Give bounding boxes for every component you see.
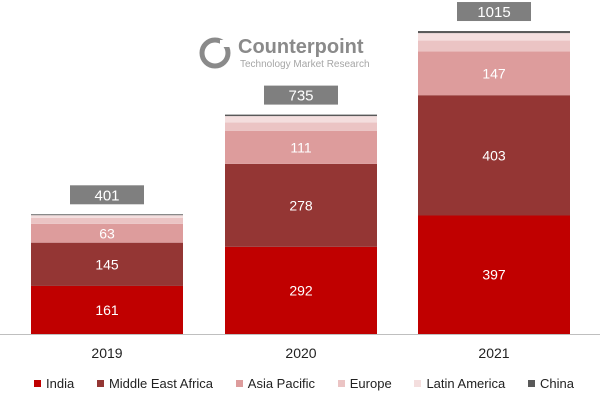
legend-swatch-middle-east-africa: [96, 380, 104, 387]
x-tick-label-2019: 2019: [91, 345, 122, 361]
bar-segment-india-2021: [418, 215, 570, 334]
brand-tagline: Technology Market Research: [240, 59, 370, 70]
legend-item-india: India: [34, 376, 74, 391]
bar-segment-asia-pacific-2021: [418, 51, 570, 96]
bar-segment-middle-east-africa-2019: [31, 242, 183, 286]
total-label-box-2019: [70, 185, 144, 205]
legend-label: Asia Pacific: [247, 376, 315, 391]
chart-legend: India Middle East Africa Asia Pacific Eu…: [34, 376, 574, 391]
bar-segment-middle-east-africa-2020: [225, 163, 377, 247]
legend-swatch-india: [34, 380, 41, 387]
legend-swatch-latin-america: [414, 380, 422, 387]
bar-segment-asia-pacific-2020: [225, 130, 377, 164]
data-label-middle-east-africa-2019: 145: [95, 256, 119, 272]
total-label-box-2020: [264, 85, 338, 105]
total-label-2021: 1015: [477, 4, 510, 21]
x-tick-label-2020: 2020: [285, 345, 316, 361]
bar-segment-india-2019: [31, 285, 183, 334]
brand-name: Counterpoint: [238, 36, 364, 58]
counterpoint-logo-icon: [199, 37, 231, 69]
bar-segment-india-2020: [225, 246, 377, 334]
x-tick-label-2021: 2021: [478, 345, 509, 361]
bar-segment-latin-america-2019: [31, 215, 183, 218]
data-label-middle-east-africa-2020: 278: [289, 197, 313, 213]
bar-segment-europe-2020: [225, 122, 377, 131]
data-label-asia-pacific-2019: 63: [99, 225, 115, 241]
legend-item-china: China: [527, 376, 574, 391]
legend-label: Latin America: [426, 376, 506, 391]
total-label-2019: 401: [94, 187, 119, 204]
bar-segment-asia-pacific-2019: [31, 223, 183, 243]
bar-segment-europe-2021: [418, 40, 570, 52]
legend-item-middle-east-africa: Middle East Africa: [96, 376, 214, 391]
legend-label: India: [46, 376, 75, 391]
bar-segment-latin-america-2020: [225, 116, 377, 123]
bar-segment-europe-2019: [31, 217, 183, 224]
legend-swatch-china: [527, 380, 535, 387]
data-label-asia-pacific-2020: 111: [290, 139, 311, 155]
total-label-2020: 735: [288, 88, 313, 105]
data-label-india-2021: 397: [482, 267, 506, 283]
data-label-india-2019: 161: [95, 302, 119, 318]
legend-label: China: [539, 376, 574, 391]
data-label-asia-pacific-2021: 147: [482, 65, 506, 81]
data-label-middle-east-africa-2021: 403: [482, 147, 506, 163]
bar-segment-china-2019: [31, 214, 183, 216]
counterpoint-logo: Counterpoint Technology Market Research: [198, 36, 388, 76]
legend-item-asia-pacific: Asia Pacific: [235, 376, 315, 391]
bar-segment-middle-east-africa-2021: [418, 95, 570, 216]
bar-segment-china-2021: [418, 31, 570, 34]
data-label-india-2020: 292: [289, 282, 313, 298]
bar-segment-china-2020: [225, 114, 377, 117]
legend-label: Middle East Africa: [108, 376, 214, 391]
total-label-box-2021: [457, 2, 531, 22]
legend-label: Europe: [349, 376, 392, 391]
legend-item-europe: Europe: [337, 376, 392, 391]
bar-segment-latin-america-2021: [418, 33, 570, 41]
legend-swatch-europe: [337, 380, 345, 387]
legend-item-latin-america: Latin America: [414, 376, 505, 391]
legend-swatch-asia-pacific: [235, 380, 243, 387]
